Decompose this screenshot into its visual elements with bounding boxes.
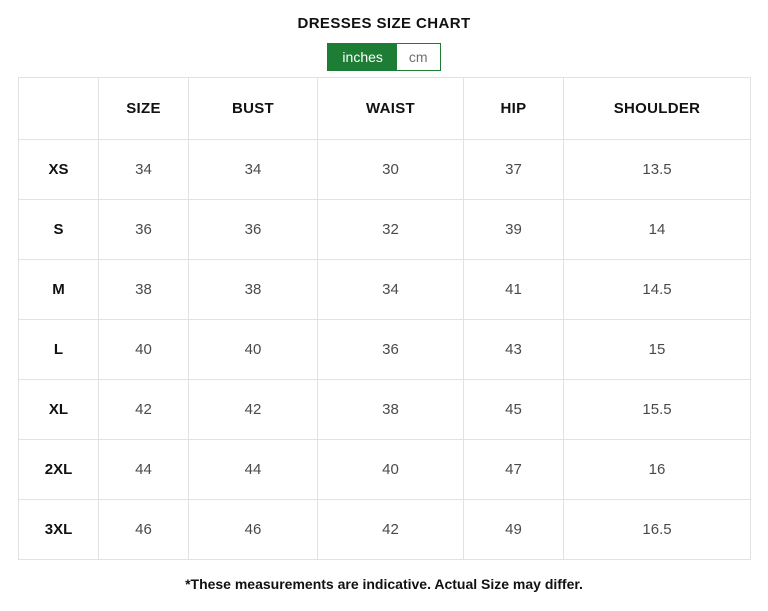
- table-cell: 43: [463, 319, 564, 380]
- table-cell: 38: [188, 259, 318, 320]
- row-label-2xl: 2XL: [18, 439, 99, 500]
- table-cell: 44: [188, 439, 318, 500]
- table-row: XS 34 34 30 37 13.5: [18, 139, 751, 200]
- row-label-l: L: [18, 319, 99, 380]
- table-cell: 39: [463, 199, 564, 260]
- table-cell: 40: [98, 319, 189, 380]
- table-cell: 34: [317, 259, 464, 320]
- column-header-blank: [18, 77, 99, 140]
- table-cell: 38: [317, 379, 464, 440]
- table-cell: 41: [463, 259, 564, 320]
- table-cell: 40: [188, 319, 318, 380]
- table-cell: 16.5: [563, 499, 751, 560]
- table-cell: 45: [463, 379, 564, 440]
- row-label-xs: XS: [18, 139, 99, 200]
- table-cell: 14.5: [563, 259, 751, 320]
- table-cell: 49: [463, 499, 564, 560]
- unit-toggle-inches-button[interactable]: inches: [328, 44, 397, 70]
- size-chart-table: SIZE BUST WAIST HIP SHOULDER XS 34 34 30…: [18, 77, 751, 560]
- table-row: M 38 38 34 41 14.5: [18, 259, 751, 320]
- table-cell: 37: [463, 139, 564, 200]
- footnote: *These measurements are indicative. Actu…: [185, 576, 583, 592]
- unit-toggle: inches cm: [327, 43, 441, 71]
- column-header-hip: HIP: [463, 77, 564, 140]
- column-header-waist: WAIST: [317, 77, 464, 140]
- table-cell: 16: [563, 439, 751, 500]
- table-row: 3XL 46 46 42 49 16.5: [18, 499, 751, 560]
- table-cell: 13.5: [563, 139, 751, 200]
- table-cell: 15: [563, 319, 751, 380]
- table-row: S 36 36 32 39 14: [18, 199, 751, 260]
- table-cell: 34: [188, 139, 318, 200]
- table-cell: 30: [317, 139, 464, 200]
- row-label-m: M: [18, 259, 99, 320]
- row-label-s: S: [18, 199, 99, 260]
- table-cell: 32: [317, 199, 464, 260]
- page-title: DRESSES SIZE CHART: [297, 15, 471, 32]
- table-cell: 36: [98, 199, 189, 260]
- row-label-3xl: 3XL: [18, 499, 99, 560]
- table-row: XL 42 42 38 45 15.5: [18, 379, 751, 440]
- row-label-xl: XL: [18, 379, 99, 440]
- table-cell: 46: [98, 499, 189, 560]
- table-cell: 34: [98, 139, 189, 200]
- table-cell: 15.5: [563, 379, 751, 440]
- table-cell: 44: [98, 439, 189, 500]
- table-cell: 36: [317, 319, 464, 380]
- table-cell: 14: [563, 199, 751, 260]
- column-header-shoulder: SHOULDER: [563, 77, 751, 140]
- table-cell: 47: [463, 439, 564, 500]
- table-row: 2XL 44 44 40 47 16: [18, 439, 751, 500]
- unit-toggle-cm-button[interactable]: cm: [396, 44, 440, 70]
- table-cell: 42: [188, 379, 318, 440]
- table-cell: 42: [98, 379, 189, 440]
- table-cell: 42: [317, 499, 464, 560]
- column-header-size: SIZE: [98, 77, 189, 140]
- table-row: L 40 40 36 43 15: [18, 319, 751, 380]
- table-cell: 36: [188, 199, 318, 260]
- table-header-row: SIZE BUST WAIST HIP SHOULDER: [18, 77, 751, 140]
- column-header-bust: BUST: [188, 77, 318, 140]
- table-cell: 46: [188, 499, 318, 560]
- size-chart-header: DRESSES SIZE CHART inches cm: [0, 0, 768, 71]
- table-cell: 38: [98, 259, 189, 320]
- table-cell: 40: [317, 439, 464, 500]
